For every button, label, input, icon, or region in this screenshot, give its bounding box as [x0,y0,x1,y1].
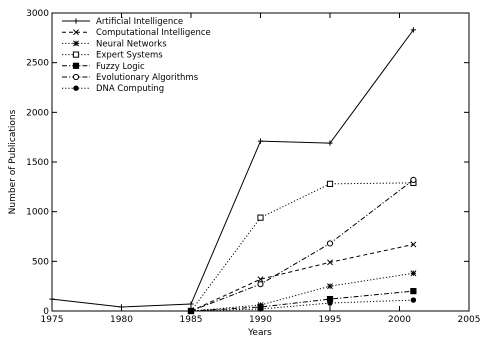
x-tick-label: 1990 [249,315,272,325]
data-point [410,241,417,248]
series-1 [49,27,416,310]
legend-label: Evolutionary Algorithms [96,73,199,83]
y-tick-label: 500 [32,257,49,267]
data-point [327,140,333,146]
data-point [326,180,334,187]
data-point [257,281,264,288]
data-point [257,138,264,144]
data-point [410,288,417,295]
data-point [410,297,417,303]
data-point [73,85,79,91]
series-7 [188,297,417,314]
data-point [326,240,334,247]
x-tick-label: 2000 [388,315,411,325]
data-point [257,276,264,283]
x-axis-label: Years [247,328,272,338]
series-line [190,243,414,312]
x-tick-label: 1975 [41,315,64,325]
data-point [257,214,264,221]
series-line [190,179,414,312]
y-tick-label: 0 [43,307,49,317]
y-tick-label: 1500 [26,158,49,168]
data-point [49,296,55,302]
data-point [410,27,416,33]
data-point [327,283,333,290]
series-6 [187,176,417,315]
legend-label: Artificial Intelligence [96,17,183,27]
y-tick-label: 2500 [26,59,49,69]
y-axis-label: Number of Publications [8,109,18,214]
data-point [188,301,194,307]
series-line [190,182,414,312]
series-line [190,290,414,312]
data-point [72,51,80,58]
legend-label: Expert Systems [96,51,163,61]
series-2 [188,241,417,314]
data-point [188,308,194,314]
data-point [257,306,264,312]
data-point [73,29,79,36]
axis-ticks: 1975 1980 1985 1990 1995 2000 2005 0 500 1000 1500… [26,9,480,325]
data-point [410,176,417,183]
y-tick-label: 2000 [26,108,49,118]
data-point [410,270,417,277]
data-point [118,304,125,310]
series-line [51,29,414,308]
legend-label: Fuzzy Logic [96,62,145,72]
x-tick-label: 1995 [319,315,342,325]
y-tick-label: 3000 [26,9,49,19]
x-tick-label: 1980 [110,315,133,325]
data-point [327,259,333,266]
series-layer [49,27,417,315]
series-3 [188,270,417,314]
series-5 [187,288,417,315]
x-tick-label: 2005 [458,315,480,325]
x-tick-label: 1985 [180,315,203,325]
legend-label: DNA Computing [96,84,164,94]
data-point [72,73,80,81]
legend-label: Computational Intelligence [96,28,211,38]
y-tick-label: 1000 [26,208,49,218]
data-point [73,40,79,47]
data-point [72,62,80,69]
data-point [327,300,333,306]
data-point [73,18,79,24]
legend-label: Neural Networks [96,39,167,49]
series-line [190,272,414,312]
